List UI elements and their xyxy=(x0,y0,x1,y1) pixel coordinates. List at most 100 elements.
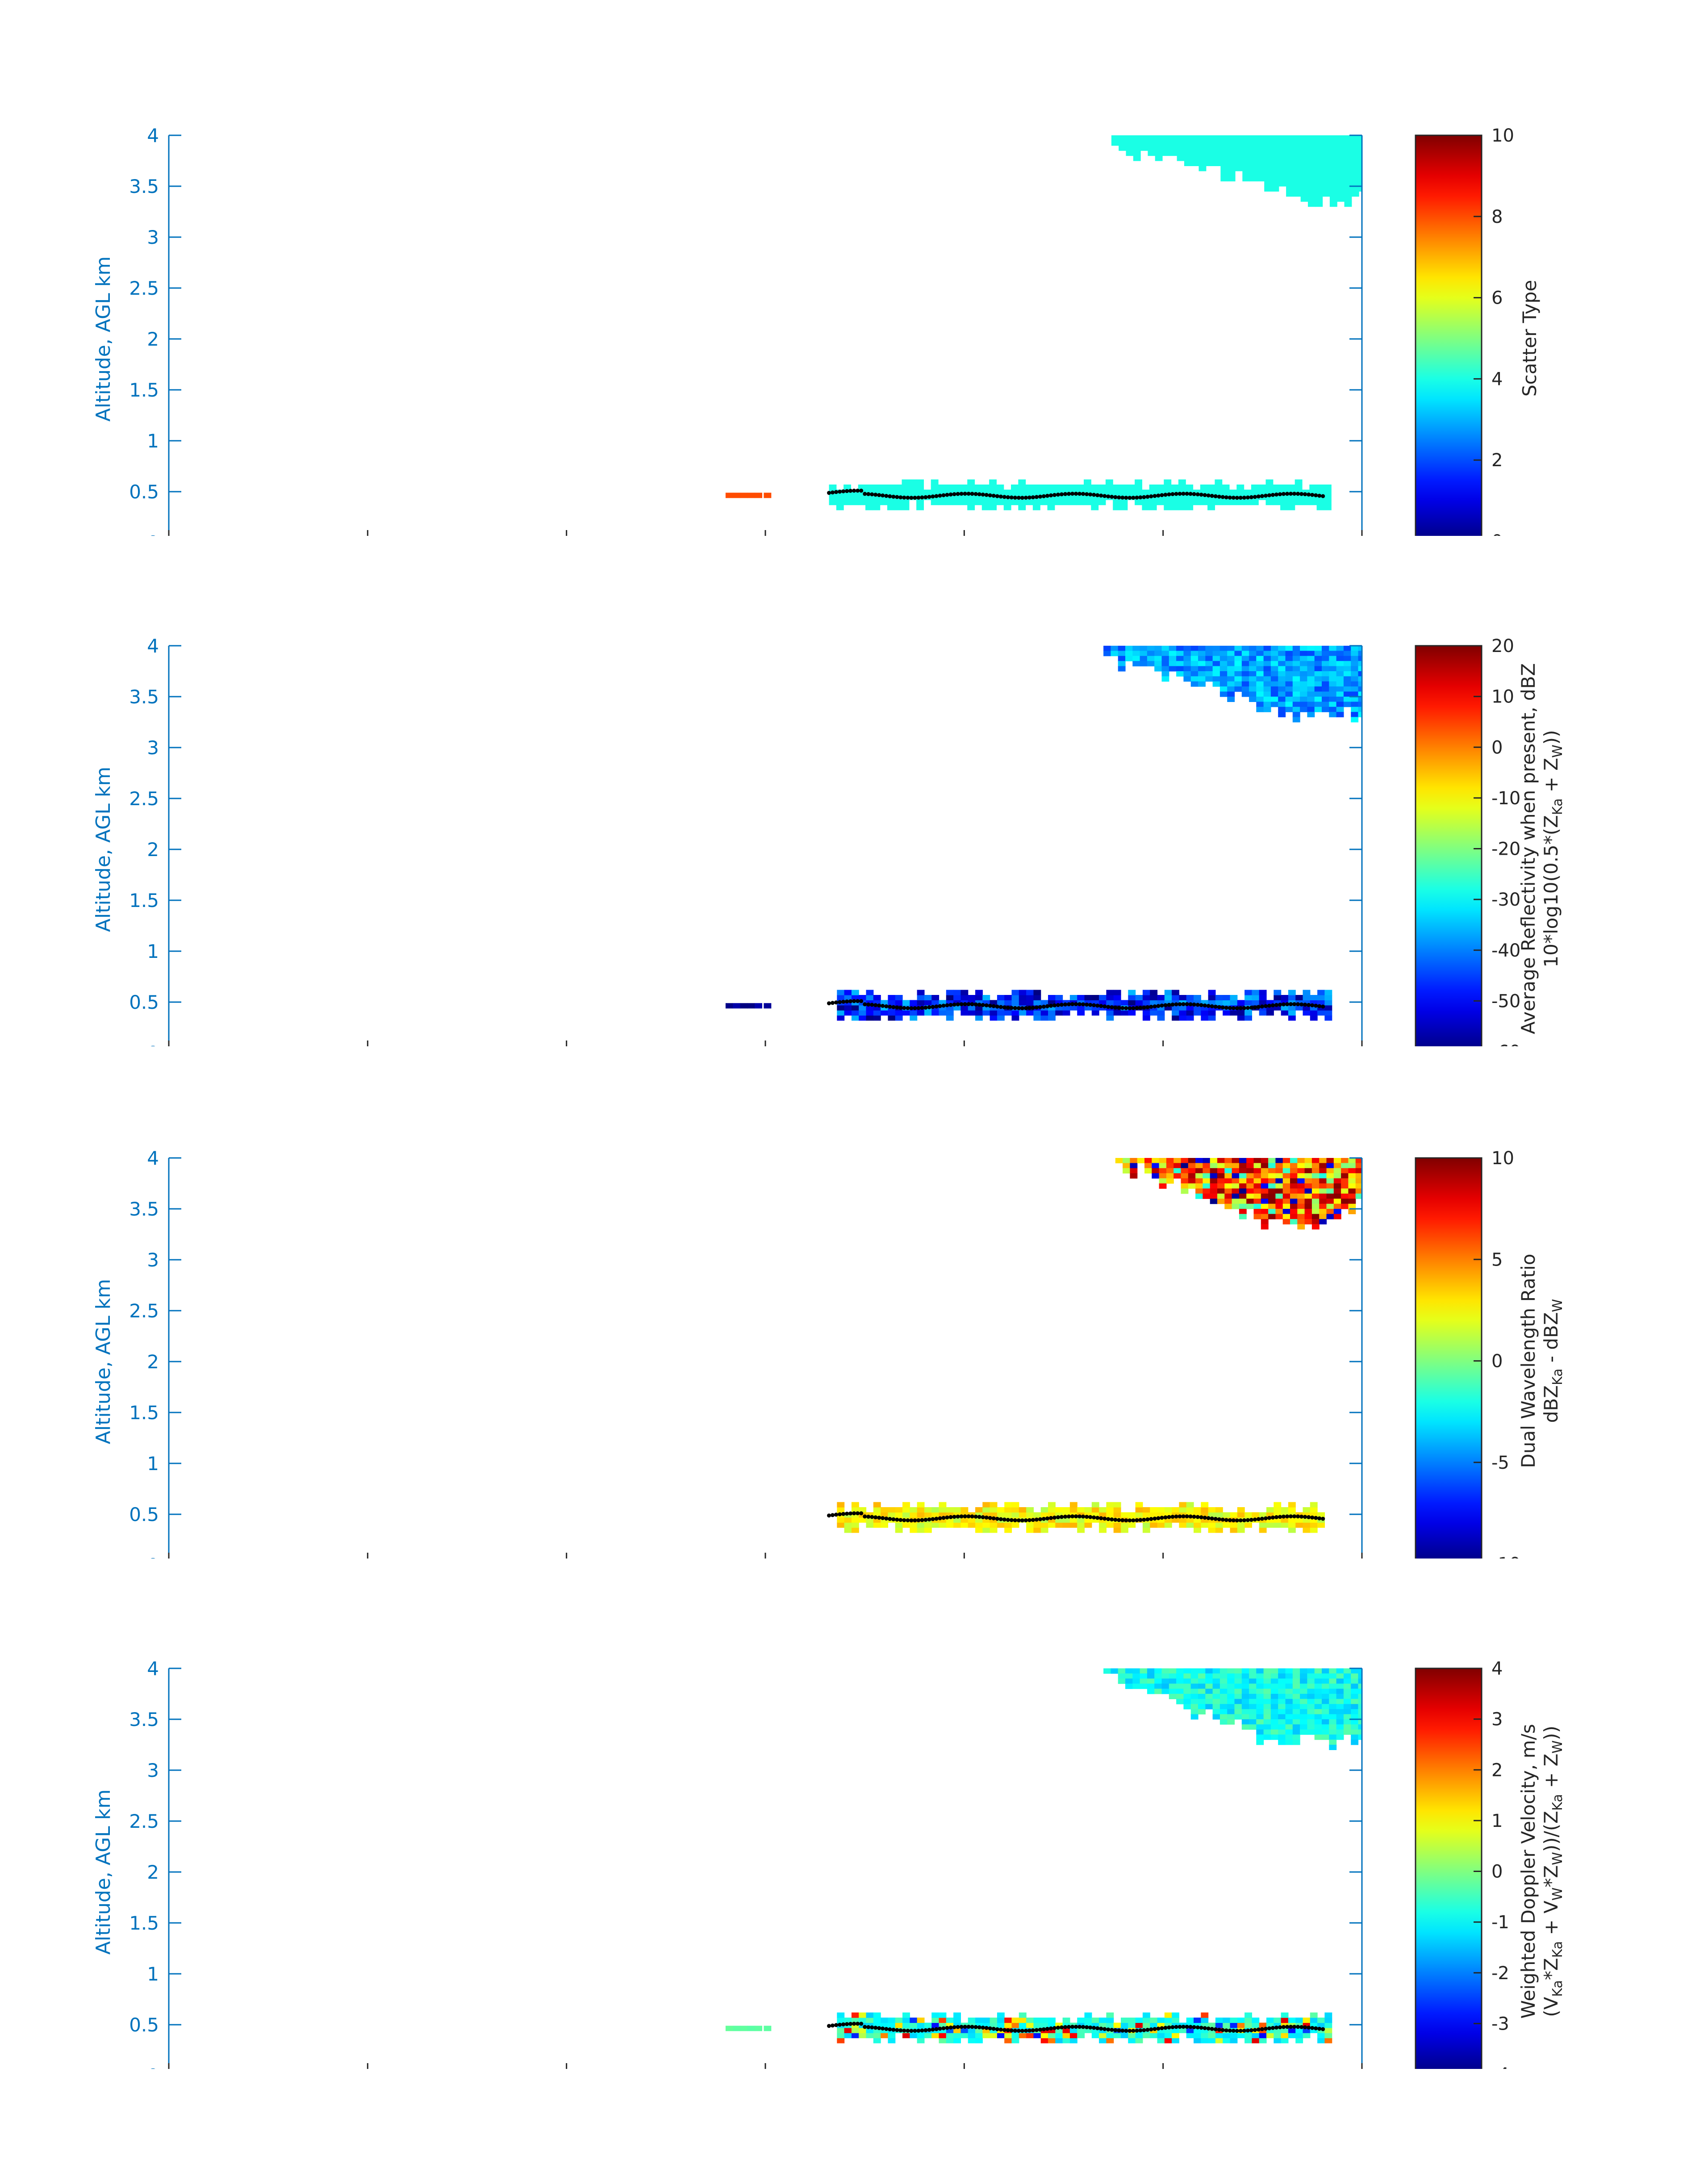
heatmap-cell xyxy=(1062,2033,1070,2039)
heatmap-cell xyxy=(1234,681,1242,687)
heatmap-cell xyxy=(1278,1678,1286,1684)
heatmap-cell xyxy=(1040,1000,1048,1006)
heatmap-cell xyxy=(1351,145,1359,151)
heatmap-cell xyxy=(1275,1163,1283,1169)
heatmap-cell xyxy=(1227,1668,1235,1674)
heatmap-cell xyxy=(1115,1158,1123,1163)
heatmap-cell xyxy=(1288,1010,1296,1016)
heatmap-cell xyxy=(1263,686,1271,692)
heatmap-cell xyxy=(1310,2018,1318,2023)
heatmap-cell xyxy=(1285,1724,1293,1730)
dotted-line-dot xyxy=(998,2027,1003,2032)
heatmap-cell xyxy=(1358,1684,1362,1689)
dotted-line-dot xyxy=(1038,1517,1042,1521)
heatmap-cell xyxy=(1274,1507,1282,1513)
heatmap-cell xyxy=(1099,995,1107,1000)
dotted-line-dot xyxy=(1249,495,1253,499)
dotted-line-dot xyxy=(1195,1003,1200,1007)
dotted-line-dot xyxy=(902,2028,906,2033)
heatmap-cell xyxy=(1322,671,1329,677)
heatmap-cell xyxy=(1223,1000,1231,1006)
dotted-line-dot xyxy=(923,2028,928,2032)
heatmap-cell xyxy=(1351,1694,1359,1699)
heatmap-cell xyxy=(1307,681,1315,687)
heatmap-cell xyxy=(1322,191,1330,197)
heatmap-cell xyxy=(851,500,859,506)
dotted-line-dot xyxy=(877,2026,881,2031)
heatmap-cell xyxy=(1322,1734,1329,1740)
heatmap-cell xyxy=(1219,651,1228,656)
heatmap-cell xyxy=(1208,1522,1216,1528)
heatmap-cell xyxy=(1011,1502,1019,1508)
heatmap-cell xyxy=(1215,1507,1223,1513)
heatmap-cell xyxy=(1220,155,1228,161)
heatmap-cell xyxy=(997,1000,1005,1006)
heatmap-cell xyxy=(1198,651,1206,656)
y-tick-label: 2.5 xyxy=(129,1810,159,1832)
dotted-line-dot xyxy=(1156,1004,1161,1008)
heatmap-cell xyxy=(1150,1522,1158,1528)
heatmap-cell xyxy=(1162,135,1170,141)
heatmap-cell xyxy=(1147,656,1155,661)
heatmap-cell xyxy=(1198,681,1206,687)
heatmap-cell xyxy=(1242,171,1250,176)
heatmap-cell xyxy=(975,2027,983,2033)
dotted-line-dot xyxy=(848,489,853,493)
heatmap-cell xyxy=(1184,155,1192,161)
heatmap-cell xyxy=(1147,1688,1155,1694)
heatmap-cell xyxy=(1203,1168,1211,1174)
heatmap-cell xyxy=(1212,1684,1220,1689)
heatmap-cell xyxy=(1263,1704,1271,1709)
heatmap-cell xyxy=(1293,186,1301,192)
heatmap-cell xyxy=(1344,145,1352,151)
heatmap-cell xyxy=(1190,1678,1199,1684)
dotted-line-dot xyxy=(1081,2025,1086,2029)
heatmap-cell xyxy=(1336,697,1344,702)
dotted-line-dot xyxy=(1299,2025,1304,2029)
heatmap-cell xyxy=(1244,489,1252,495)
heatmap-cell xyxy=(1128,1522,1136,1528)
dotted-line-dot xyxy=(1120,2028,1125,2033)
heatmap-cell xyxy=(1242,176,1250,182)
heatmap-cell xyxy=(1343,681,1351,687)
dotted-line-dot xyxy=(941,2026,946,2031)
heatmap-cell xyxy=(1249,646,1257,651)
heatmap-cell xyxy=(1285,676,1293,682)
heatmap-cell xyxy=(1154,1688,1162,1694)
heatmap-cell xyxy=(1358,1704,1362,1709)
heatmap-cell xyxy=(1219,681,1228,687)
heatmap-cell xyxy=(1172,2038,1179,2043)
dotted-line-dot xyxy=(1203,493,1207,497)
heatmap-cell xyxy=(1161,651,1169,656)
dotted-line-dot xyxy=(984,1515,989,1520)
dotted-line-dot xyxy=(845,999,849,1004)
dotted-line-dot xyxy=(1185,492,1189,496)
heatmap-cell xyxy=(873,500,881,506)
heatmap-cell xyxy=(916,505,924,510)
heatmap-cell xyxy=(1270,646,1278,651)
dotted-line-dot xyxy=(966,1514,971,1519)
heatmap-cell xyxy=(1329,181,1337,187)
heatmap-cell xyxy=(1348,1183,1356,1189)
heatmap-cell xyxy=(1241,681,1249,687)
heatmap-cell xyxy=(1336,706,1344,712)
heatmap-cell xyxy=(1220,145,1228,151)
heatmap-cell xyxy=(1249,656,1257,661)
dotted-line-dot xyxy=(1074,2025,1078,2029)
heatmap-cell xyxy=(974,485,982,490)
heatmap-cell xyxy=(960,995,969,1000)
heatmap-cell xyxy=(1224,1178,1232,1184)
dotted-line-dot xyxy=(1310,2026,1315,2030)
dotted-line-dot xyxy=(1253,2028,1257,2032)
heatmap-cell xyxy=(1314,681,1322,687)
heatmap-cell xyxy=(1207,500,1215,506)
heatmap-cell xyxy=(1234,676,1242,682)
dotted-line-dot xyxy=(1181,492,1186,496)
dotted-line-dot xyxy=(934,494,939,498)
heatmap-cell xyxy=(1329,135,1337,141)
heatmap-cell xyxy=(1128,1000,1136,1006)
heatmap-cell xyxy=(1179,2027,1187,2033)
heatmap-cell xyxy=(1154,1678,1162,1684)
dotted-line-dot xyxy=(981,2026,985,2030)
dotted-line-dot xyxy=(966,492,971,496)
